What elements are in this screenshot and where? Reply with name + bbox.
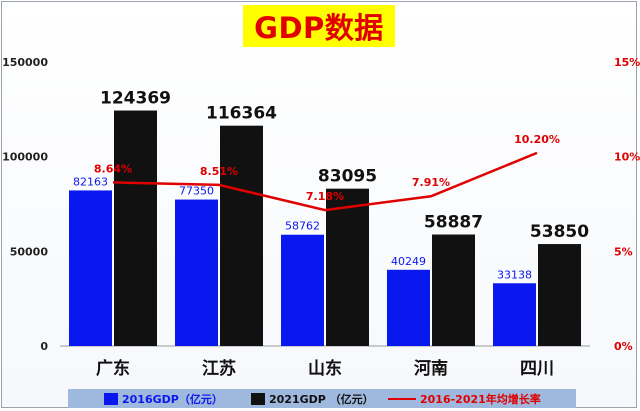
legend-label-2016: 2016GDP（亿元） <box>122 392 223 406</box>
bar-2016-value-label: 58762 <box>285 220 320 233</box>
growth-rate-label: 7.91% <box>412 176 450 189</box>
bar-2016 <box>69 190 112 346</box>
legend: 2016GDP（亿元） 2021GDP （亿元） 2016-2021年均增长率 <box>68 389 576 408</box>
left-axis-tick-label: 50000 <box>10 245 49 258</box>
bar-2016-value-label: 33138 <box>497 268 532 281</box>
growth-rate-label: 10.20% <box>514 133 560 146</box>
legend-item-2016: 2016GDP（亿元） <box>104 389 223 408</box>
category-label: 广东 <box>96 358 130 379</box>
category-label: 山东 <box>308 358 342 379</box>
left-axis-tick-label: 150000 <box>2 56 48 69</box>
growth-rate-label: 7.18% <box>306 190 344 203</box>
legend-label-2021: 2021GDP （亿元） <box>269 392 374 406</box>
category-label: 河南 <box>414 358 448 379</box>
bar-2021 <box>114 110 157 346</box>
chart-title-box: GDP数据 <box>243 5 395 47</box>
bar-2021 <box>326 188 369 346</box>
bar-2016 <box>387 269 430 346</box>
bar-2016-value-label: 77350 <box>179 185 214 198</box>
bar-2021-value-label: 58887 <box>424 213 483 233</box>
legend-item-growth: 2016-2021年均增长率 <box>388 389 541 408</box>
left-axis-tick-label: 0 <box>40 340 48 353</box>
category-label: 江苏 <box>202 358 236 379</box>
bar-2021 <box>432 234 475 346</box>
bar-2016 <box>281 234 324 346</box>
legend-item-2021: 2021GDP （亿元） <box>251 389 374 408</box>
growth-rate-label: 8.64% <box>94 162 132 175</box>
bar-2021 <box>538 244 581 346</box>
bar-2016-value-label: 40249 <box>391 255 426 268</box>
bar-2016 <box>175 199 218 346</box>
bar-2016 <box>493 283 536 346</box>
category-label: 四川 <box>520 359 554 379</box>
legend-line-growth <box>388 397 416 400</box>
bar-2021-value-label: 53850 <box>530 222 589 242</box>
right-axis-tick-label: 10% <box>614 151 640 164</box>
growth-rate-label: 8.51% <box>200 165 238 178</box>
right-axis-tick-label: 5% <box>614 245 633 258</box>
bar-2021-value-label: 124369 <box>100 89 171 109</box>
bar-2021-value-label: 116364 <box>206 104 277 124</box>
bar-2016-value-label: 82163 <box>73 175 108 188</box>
legend-swatch-2021 <box>251 392 265 405</box>
bar-2021-value-label: 83095 <box>318 167 377 187</box>
legend-label-growth: 2016-2021年均增长率 <box>420 392 541 406</box>
right-axis-tick-label: 15% <box>614 56 640 69</box>
chart-title: GDP数据 <box>254 11 384 45</box>
right-axis-tick-label: 0% <box>614 340 633 353</box>
growth-rate-line <box>112 151 538 212</box>
legend-swatch-2016 <box>104 392 118 405</box>
left-axis-tick-label: 100000 <box>2 151 48 164</box>
bar-2021 <box>220 125 263 346</box>
